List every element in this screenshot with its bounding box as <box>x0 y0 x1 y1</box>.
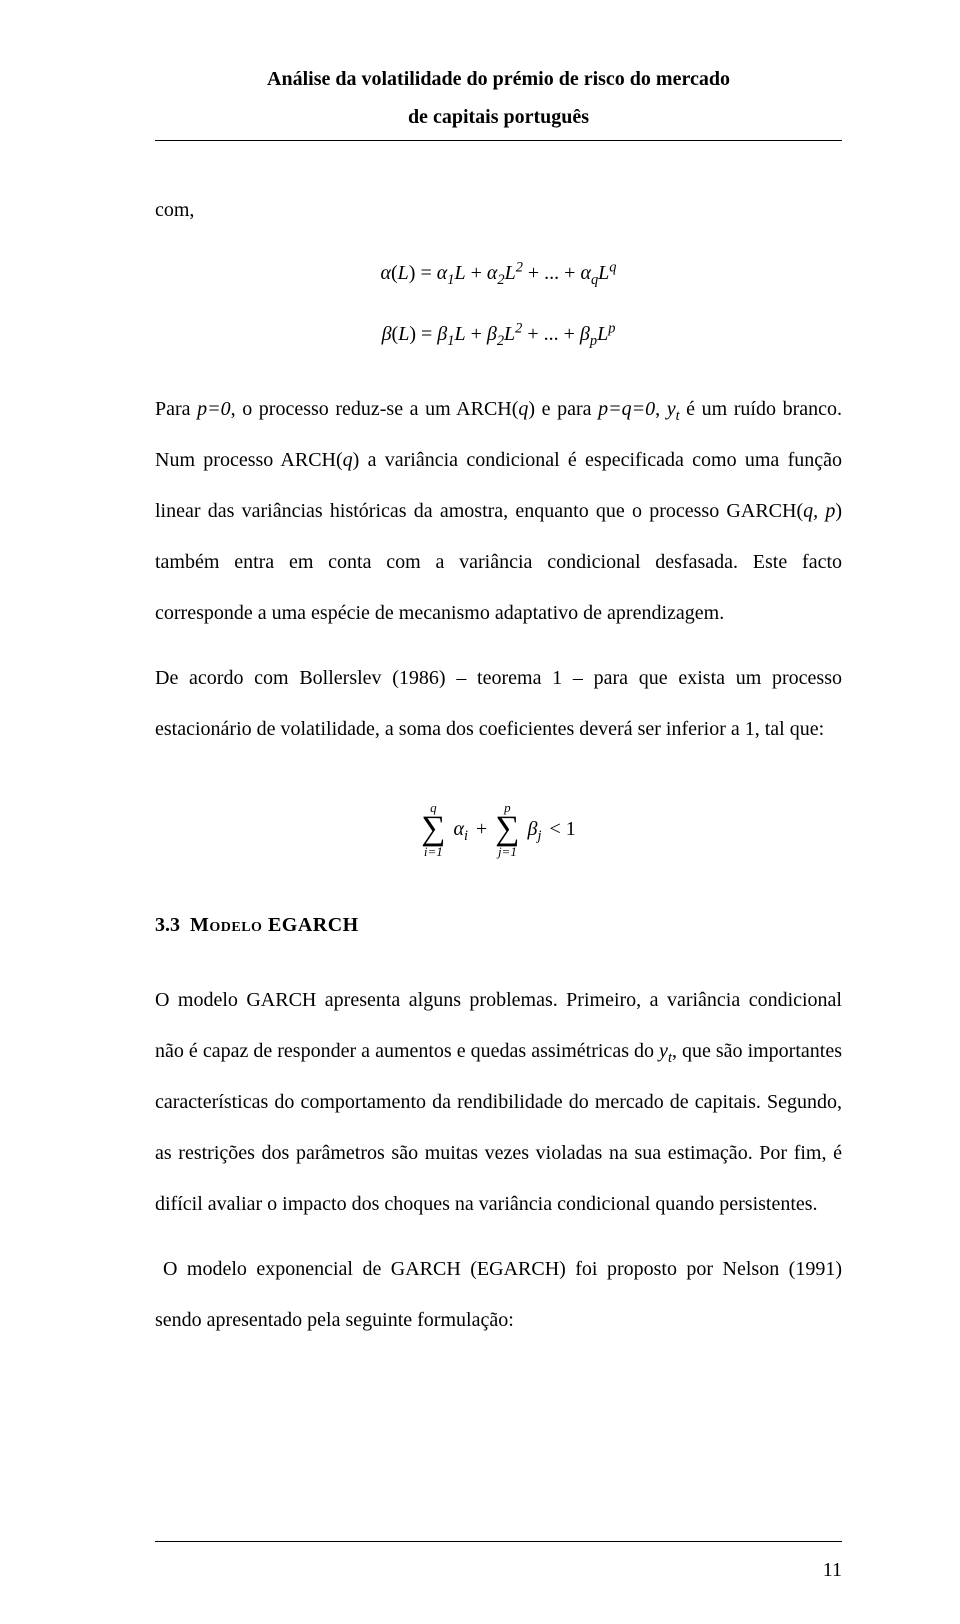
paragraph-garch-problems: O modelo GARCH apresenta alguns problema… <box>155 975 842 1230</box>
sum-plus: + <box>476 804 487 855</box>
equation-alpha: α(L) = α1L + α2L2 + ... + αqLq <box>155 248 842 299</box>
equation-beta: β(L) = β1L + β2L2 + ... + βpLp <box>155 309 842 360</box>
sum-term-beta: βj <box>528 804 542 855</box>
sum-term-alpha: αi <box>453 804 468 855</box>
paragraph-bollerslev: De acordo com Bollerslev (1986) – teorem… <box>155 653 842 755</box>
page-number: 11 <box>823 1559 842 1582</box>
equation-block-lag-polynomials: α(L) = α1L + α2L2 + ... + αqLq β(L) = β1… <box>155 248 842 360</box>
section-heading-egarch: 3.3 Modelo EGARCH <box>155 900 842 951</box>
sum-symbol-2: p ∑ j=1 <box>495 801 519 858</box>
paragraph-egarch-intro: O modelo exponencial de GARCH (EGARCH) f… <box>155 1244 842 1346</box>
lead-word-com: com, <box>155 185 842 236</box>
equation-stationarity-sum: q ∑ i=1 αi + p ∑ j=1 βj < 1 <box>155 781 842 858</box>
paragraph-arch-garch: Para p=0, o processo reduz-se a um ARCH(… <box>155 384 842 639</box>
running-title-line1: Análise da volatilidade do prémio de ris… <box>155 60 842 98</box>
sum-symbol-1: q ∑ i=1 <box>421 801 445 858</box>
footer-rule <box>155 1541 842 1542</box>
running-title-line2: de capitais português <box>155 98 842 136</box>
header-rule <box>155 140 842 141</box>
sum-less-than-one: < 1 <box>549 804 575 855</box>
